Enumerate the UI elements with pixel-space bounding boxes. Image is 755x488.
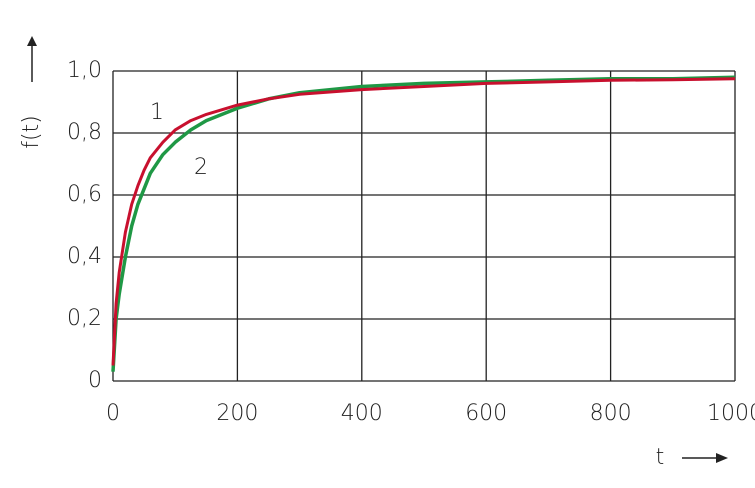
x-tick-label: 800 <box>590 401 632 426</box>
x-arrowhead <box>716 453 728 463</box>
x-tick-label: 600 <box>465 401 507 426</box>
line-series <box>111 77 736 366</box>
y-axis-label: f(t) <box>19 115 44 149</box>
x-tick-label: 200 <box>216 401 258 426</box>
curve-label: 1 <box>150 100 164 125</box>
y-tick-label: 1,0 <box>67 58 102 83</box>
curve-label: 2 <box>194 155 208 180</box>
x-tick-label: 1000 <box>707 401 755 426</box>
x-tick-label: 400 <box>341 401 383 426</box>
x-axis-label: t <box>656 445 665 470</box>
y-arrowhead <box>27 36 37 46</box>
y-tick-label: 0,4 <box>67 244 102 269</box>
y-tick-label: 0,2 <box>67 306 102 331</box>
x-tick-label: 0 <box>106 401 120 426</box>
y-tick-label: 0,8 <box>67 120 102 145</box>
line-series <box>111 75 736 372</box>
y-tick-label: 0,6 <box>67 182 102 207</box>
y-tick-label: 0 <box>88 368 102 393</box>
